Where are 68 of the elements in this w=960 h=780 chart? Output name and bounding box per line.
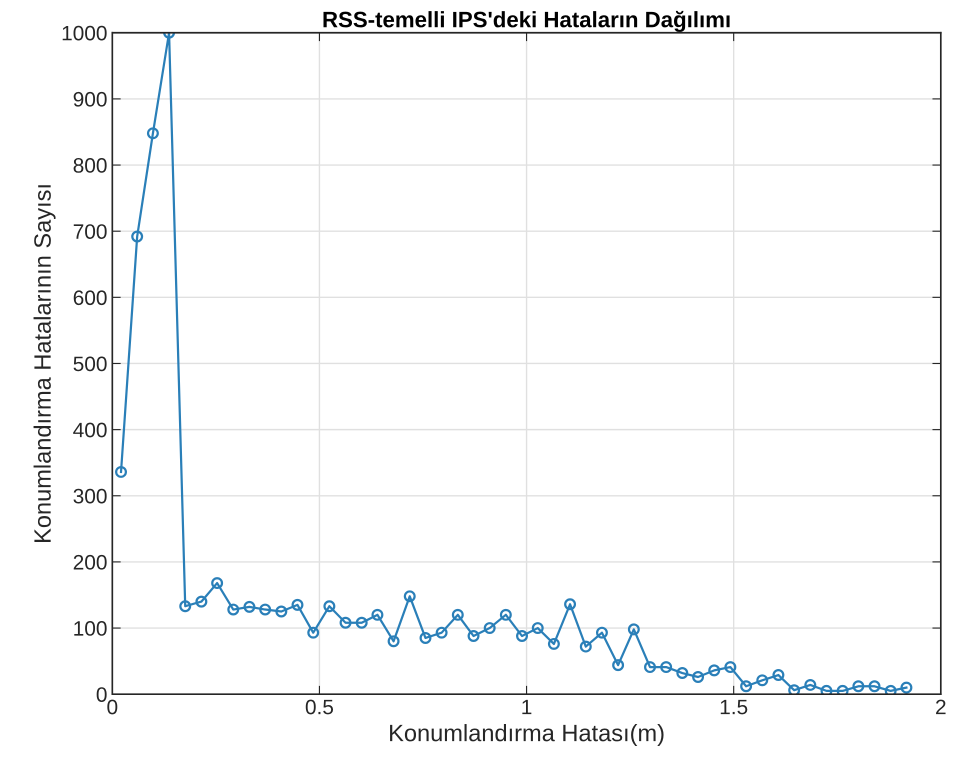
point: [340, 616, 352, 629]
y-tick-label: 100: [74, 621, 107, 636]
point: [612, 659, 624, 672]
point: [772, 669, 784, 681]
point: [868, 680, 880, 692]
y-tick-label: 700: [74, 224, 107, 239]
point: [388, 635, 400, 648]
point: [644, 661, 656, 674]
point: [740, 680, 752, 692]
point: [628, 623, 640, 636]
point: [660, 661, 672, 674]
point: [243, 600, 256, 613]
point: [211, 577, 224, 590]
y-tick-label: 1000: [62, 26, 107, 41]
point: [146, 127, 159, 140]
point: [115, 466, 127, 478]
y-tick-label: 300: [73, 488, 107, 504]
point: [820, 684, 832, 694]
x-tick-label: 2: [936, 700, 946, 714]
point: [564, 598, 576, 610]
point: [404, 590, 416, 602]
point: [548, 638, 560, 650]
point: [371, 608, 384, 621]
y-tick-label: 800: [74, 158, 107, 173]
point: [836, 684, 849, 694]
point: [131, 230, 144, 242]
y-tick-label: 500: [74, 356, 107, 372]
point: [900, 682, 912, 694]
point: [596, 626, 608, 639]
point: [756, 674, 768, 686]
x-axis-title: Konumlandırma Hatası(m): [390, 724, 664, 746]
y-tick-label: 400: [73, 422, 107, 438]
point: [852, 680, 864, 692]
point: [708, 664, 720, 676]
y-axis-title: Konumlandırma Hatalarının Sayısı: [34, 185, 56, 542]
chart-title: RSS-temelli IPS'deki Hataların Dağılımı: [323, 10, 730, 32]
point: [804, 678, 816, 691]
point: [275, 606, 288, 618]
point: [307, 626, 320, 639]
point: [724, 661, 736, 674]
point: [436, 626, 448, 639]
point: [692, 671, 704, 683]
point: [420, 632, 432, 644]
y-tick-label: 0: [96, 687, 107, 702]
point: [580, 640, 592, 653]
y-tick-label: 600: [74, 290, 107, 306]
point: [323, 600, 336, 612]
point: [484, 622, 496, 634]
x-tick-label: 1: [522, 700, 532, 714]
x-tick-label: 1.5: [720, 700, 748, 714]
point: [468, 630, 480, 642]
point: [179, 600, 192, 612]
y-tick-label: 200: [74, 554, 107, 570]
x-tick-label: 0.5: [306, 700, 334, 714]
point: [195, 596, 208, 608]
point: [532, 622, 544, 634]
x-tick-label: 0: [107, 700, 118, 714]
point: [259, 604, 272, 616]
point: [516, 630, 528, 642]
point: [292, 598, 304, 611]
point: [788, 684, 800, 694]
point: [452, 608, 464, 621]
point: [676, 667, 688, 680]
point: [227, 604, 240, 616]
point: [884, 684, 897, 694]
point: [356, 616, 368, 629]
y-tick-label: 900: [74, 92, 107, 107]
point: [500, 608, 512, 621]
